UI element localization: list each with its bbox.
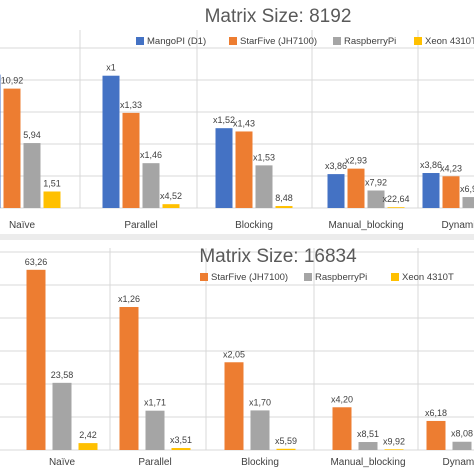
category-label: Blocking bbox=[241, 457, 279, 468]
category-label: Naïve bbox=[9, 220, 36, 231]
data-label: x1,46 bbox=[140, 150, 162, 160]
data-label: x1 bbox=[106, 63, 116, 73]
bar bbox=[275, 206, 293, 208]
bar bbox=[235, 131, 253, 208]
bar bbox=[327, 174, 345, 208]
bar bbox=[26, 269, 46, 450]
data-label: x8,08 bbox=[451, 429, 473, 439]
data-label: x2,93 bbox=[345, 156, 367, 166]
bar bbox=[0, 74, 1, 208]
data-label: 63,26 bbox=[25, 257, 48, 267]
data-label: x4,20 bbox=[331, 394, 353, 404]
data-label: x1,52 bbox=[213, 115, 235, 125]
bar bbox=[255, 165, 273, 208]
category-label: Parallel bbox=[124, 220, 157, 231]
bar bbox=[171, 448, 191, 450]
bar bbox=[442, 176, 460, 208]
bar bbox=[462, 197, 474, 208]
data-label: 10,92 bbox=[1, 76, 24, 86]
category-label: Dynamic bbox=[443, 457, 474, 468]
category-label: Dynamic bbox=[442, 220, 474, 231]
legend-swatch bbox=[333, 37, 341, 45]
data-label: x3,86 bbox=[420, 160, 442, 170]
data-label: 23,58 bbox=[51, 370, 74, 380]
legend-swatch bbox=[229, 37, 237, 45]
category-label: Naïve bbox=[49, 457, 76, 468]
legend-swatch bbox=[200, 273, 208, 281]
legend-entry: RaspberryPi bbox=[344, 36, 396, 47]
data-label: 2,42 bbox=[79, 430, 97, 440]
bar bbox=[162, 204, 180, 208]
data-label: x1,53 bbox=[253, 152, 275, 162]
data-label: x2,05 bbox=[223, 349, 245, 359]
bar bbox=[358, 442, 378, 450]
data-label: x5,59 bbox=[275, 436, 297, 446]
bar bbox=[102, 75, 120, 208]
bar bbox=[52, 382, 72, 450]
bar bbox=[3, 88, 21, 208]
chart-title: Matrix Size: 8192 bbox=[205, 6, 352, 27]
bar bbox=[332, 407, 352, 450]
bar bbox=[43, 191, 61, 208]
data-label: x4,23 bbox=[440, 163, 462, 173]
category-label: Manual_blocking bbox=[330, 457, 405, 468]
data-label: x6,18 bbox=[425, 408, 447, 418]
legend-swatch bbox=[414, 37, 422, 45]
bar bbox=[276, 448, 296, 450]
data-label: x1,26 bbox=[118, 294, 140, 304]
legend-entry: Xeon 4310T bbox=[425, 36, 474, 47]
category-label: Manual_blocking bbox=[328, 220, 403, 231]
legend-swatch bbox=[136, 37, 144, 45]
chart-1: 3810,925,941,51Naïvex1x1,33x1,46x4,52Par… bbox=[0, 6, 474, 231]
data-label: 1,51 bbox=[43, 178, 61, 188]
bar bbox=[224, 362, 244, 450]
bar bbox=[142, 163, 160, 208]
data-label: x8,51 bbox=[357, 429, 379, 439]
bar bbox=[347, 168, 365, 208]
data-label: x1,71 bbox=[144, 398, 166, 408]
bar bbox=[145, 410, 165, 450]
chart-separator bbox=[0, 234, 474, 240]
legend-swatch bbox=[391, 273, 399, 281]
legend-entry: StarFive (JH7100) bbox=[211, 272, 288, 283]
bar bbox=[122, 112, 140, 208]
data-label: x1,70 bbox=[249, 397, 271, 407]
bar bbox=[23, 143, 41, 208]
bar bbox=[78, 443, 98, 450]
data-label: x3,86 bbox=[325, 161, 347, 171]
bar bbox=[452, 441, 472, 450]
legend-swatch bbox=[304, 273, 312, 281]
chart-2: 63,26 23,58 2,42 Naïve x1,26 x1,71 x3,51 Parall… bbox=[0, 246, 474, 468]
bar bbox=[119, 307, 139, 450]
data-label: x4,52 bbox=[160, 191, 182, 201]
data-label: x22,64 bbox=[382, 194, 409, 204]
data-label: x7,92 bbox=[365, 178, 387, 188]
bar bbox=[426, 420, 446, 450]
category-label: Blocking bbox=[235, 220, 273, 231]
bar bbox=[250, 410, 270, 450]
data-label: x6,99 bbox=[460, 184, 474, 194]
data-label: x1,33 bbox=[120, 100, 142, 110]
bar bbox=[422, 173, 440, 208]
legend-entry: MangoPI (D1) bbox=[147, 36, 206, 47]
bar bbox=[215, 128, 233, 208]
legend-entry: RaspberryPi bbox=[315, 272, 367, 283]
chart-title: Matrix Size: 16834 bbox=[199, 246, 357, 267]
category-label: Parallel bbox=[138, 457, 171, 468]
bar bbox=[367, 190, 385, 208]
data-label: 5,94 bbox=[23, 130, 41, 140]
legend-entry: Xeon 4310T bbox=[402, 272, 454, 283]
bar bbox=[387, 207, 405, 208]
data-label: x1,43 bbox=[233, 118, 255, 128]
data-label: x9,92 bbox=[383, 436, 405, 446]
data-label: 8,48 bbox=[275, 193, 293, 203]
legend-entry: StarFive (JH7100) bbox=[240, 36, 317, 47]
data-label: x3,51 bbox=[170, 435, 192, 445]
bar bbox=[384, 449, 404, 450]
